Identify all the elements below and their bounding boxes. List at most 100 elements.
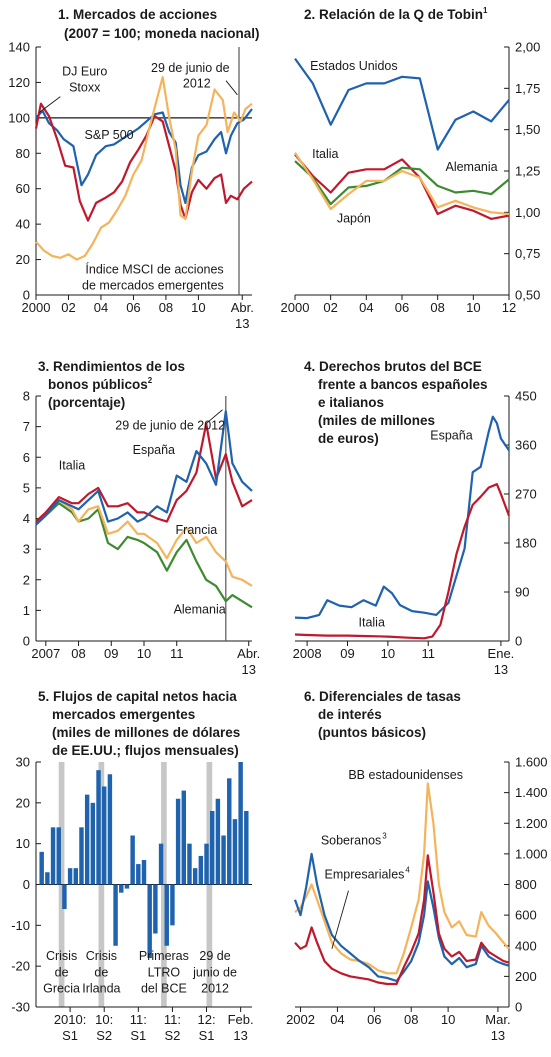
bar xyxy=(130,835,135,885)
x-tick-label: 11 xyxy=(170,646,184,661)
annotation-label: España xyxy=(430,429,472,443)
x-tick-label: S1 xyxy=(62,1028,78,1043)
bar xyxy=(204,843,209,885)
annotation-label: Italia xyxy=(359,615,385,629)
y-tick-label: 0,50 xyxy=(515,288,540,303)
panel-4-title-line3: e italianos xyxy=(318,395,384,410)
series-line-4 xyxy=(294,152,510,216)
annotation-label: 2012 xyxy=(201,982,229,996)
y-tick-label: -30 xyxy=(11,1000,30,1015)
bar xyxy=(147,884,152,958)
x-tick-label: S1 xyxy=(130,1028,146,1043)
annotation-label: Primeras xyxy=(139,949,189,963)
annotation-label: LTRO xyxy=(148,965,181,979)
x-tick-label: 11 xyxy=(421,646,435,661)
leader-line xyxy=(225,80,238,96)
bar xyxy=(187,843,192,885)
x-tick-label: 08 xyxy=(159,300,173,315)
annotation-label: 29 de xyxy=(199,949,230,963)
x-tick-label: Abr. xyxy=(237,646,260,661)
annotation-label: de xyxy=(94,965,108,979)
panel-3-plot: 0 1 2 3 4 5 6 7 8 2007 08 09 10 11 Abr.13 29 de junio d… xyxy=(23,389,261,678)
x-tick-label: 2000 xyxy=(281,300,310,315)
x-tick-label: 2002 xyxy=(286,1012,315,1027)
annotation-label: Alemania xyxy=(174,602,226,616)
x-tick-label: 10 xyxy=(441,1012,455,1027)
bar xyxy=(181,790,187,885)
bar xyxy=(136,864,141,885)
series-line-1 xyxy=(294,415,510,620)
x-tick-label: 09 xyxy=(104,646,118,661)
y-tick-label: 180 xyxy=(515,536,537,551)
annotation-label: Estados Unidos xyxy=(310,59,398,73)
x-tick-label: 09 xyxy=(340,646,354,661)
y-tick-label: 90 xyxy=(515,585,529,600)
y-tick-label: 0 xyxy=(23,877,30,892)
annotation-label: Índice MSCI de acciones xyxy=(85,262,223,277)
panel-4-ecb-claims: 4. Derechos brutos del BCE frente a banc… xyxy=(293,359,537,677)
y-tick-label: 3 xyxy=(23,542,30,557)
bar xyxy=(56,827,61,885)
x-tick-label: 08 xyxy=(71,646,85,661)
bar xyxy=(50,827,56,885)
y-tick-label: 30 xyxy=(16,755,30,770)
bar xyxy=(124,884,130,889)
annotation-label: Italia xyxy=(59,459,85,473)
x-tick-label: Abr. xyxy=(231,300,254,315)
annotation-label: Italia xyxy=(312,147,338,161)
annotation-label: de xyxy=(55,965,69,979)
panel-6-plot: 0 200 400 600 800 1.000 1.200 1.400 1.600 2002 04 0… xyxy=(286,755,547,1044)
bar xyxy=(67,868,73,885)
bar xyxy=(45,872,50,885)
bar xyxy=(39,851,44,885)
y-tick-label: 1.000 xyxy=(515,846,548,861)
series-line-1 xyxy=(294,57,510,151)
y-tick-label: 6 xyxy=(23,450,30,465)
panel-4-title-line5: de euros) xyxy=(318,431,379,446)
series-line-2 xyxy=(294,153,510,220)
bar xyxy=(96,770,101,885)
panel-6-title: 6. Diferenciales de tasas xyxy=(304,689,461,704)
leader-line xyxy=(331,890,349,949)
y-tick-label: 360 xyxy=(515,438,537,453)
annotation-label: Irlanda xyxy=(82,982,120,996)
y-tick-label: -10 xyxy=(11,918,30,933)
y-tick-label: 800 xyxy=(515,877,537,892)
series-line-3 xyxy=(294,854,510,986)
annotation-label: Crisis xyxy=(86,949,117,963)
x-tick-label: Ene. xyxy=(488,646,515,661)
y-tick-label: 8 xyxy=(23,389,30,404)
x-tick-label: 10 xyxy=(381,646,395,661)
annotation-label: del BCE xyxy=(141,982,187,996)
panel-4-title-line4: (miles de millones xyxy=(318,413,435,428)
series-line-2 xyxy=(293,852,510,983)
panel-4-title: 4. Derechos brutos del BCE xyxy=(304,359,482,374)
y-tick-label: 1.400 xyxy=(515,785,548,800)
y-tick-label: 80 xyxy=(16,146,30,161)
panel-5-title-line4: de EE.UU.; flujos mensuales) xyxy=(52,743,239,758)
panel-3-title-footnote: 2 xyxy=(148,376,153,385)
x-tick-label: 13 xyxy=(491,1028,505,1043)
panel-6-title-line2: de interés xyxy=(318,707,382,722)
x-tick-label: S1 xyxy=(199,1028,215,1043)
annotation-label: de mercados emergentes xyxy=(82,279,224,293)
y-tick-label: 0 xyxy=(23,634,30,649)
y-tick-label: 120 xyxy=(8,75,30,90)
x-tick-label: 06 xyxy=(367,1012,381,1027)
x-tick-label: 2010: xyxy=(54,1012,87,1027)
y-tick-label: 1.200 xyxy=(515,816,548,831)
bar xyxy=(170,884,175,926)
bar xyxy=(73,868,79,885)
annotation-label: 29 de junio de xyxy=(151,61,230,75)
panel-3-bond-yields: 3. Rendimientos de los bonos públicos2 (… xyxy=(23,359,261,677)
annotation-label: España xyxy=(133,443,175,457)
y-tick-label: 0 xyxy=(515,1000,522,1015)
series-line-3 xyxy=(35,422,253,523)
series-line-1 xyxy=(35,108,253,204)
svg-text:2. Relación de la Q de Tobin1: 2. Relación de la Q de Tobin1 xyxy=(304,6,488,22)
y-tick-label: 200 xyxy=(515,969,537,984)
panel-1-plot: 0 20 40 60 80 100 120 140 2000 02 04 06 08 10 Abr.13 DJ… xyxy=(8,40,254,332)
y-tick-label: 140 xyxy=(8,40,30,55)
svg-text:bonos públicos2: bonos públicos2 xyxy=(48,376,153,392)
